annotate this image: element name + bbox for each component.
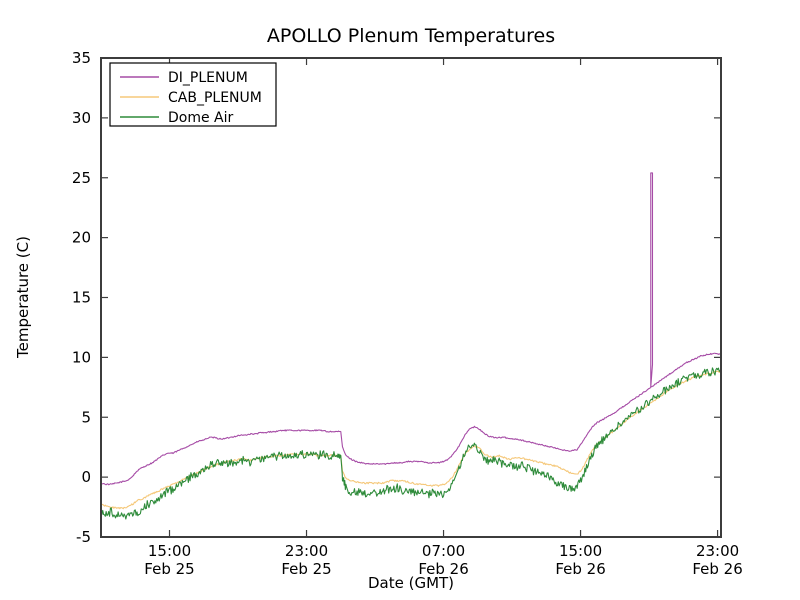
- series-layer: [100, 172, 722, 520]
- y-tick-label: 30: [72, 109, 91, 127]
- series-line-dome-air: [100, 367, 722, 520]
- y-tick-label: 25: [72, 169, 91, 187]
- x-axis-title: Date (GMT): [368, 574, 454, 592]
- x-tick-label-time: 23:00: [285, 542, 328, 560]
- y-tick-label: 10: [72, 348, 91, 366]
- y-axis-title: Temperature (C): [14, 236, 32, 359]
- x-tick-label-time: 15:00: [148, 542, 191, 560]
- x-tick-label-date: Feb 25: [281, 560, 331, 578]
- legend-label-dome-air: Dome Air: [168, 110, 234, 126]
- x-tick-label-time: 23:00: [696, 542, 739, 560]
- x-tick-label-date: Feb 26: [692, 560, 742, 578]
- series-line-di-plenum: [100, 172, 722, 486]
- y-tick-label: 20: [72, 229, 91, 247]
- x-tick-label-date: Feb 25: [144, 560, 194, 578]
- y-tick-label: 0: [81, 468, 91, 486]
- x-axis-ticks: [168, 58, 719, 537]
- legend-background: [109, 62, 277, 127]
- y-tick-label: -5: [76, 528, 91, 546]
- y-tick-label: 5: [81, 408, 91, 426]
- chart-legend: DI_PLENUM CAB_PLENUM Dome Air: [109, 62, 277, 127]
- y-tick-label: 35: [72, 49, 91, 67]
- y-axis-tick-labels: -5 0 5 10 15 20 25 30 35: [72, 49, 91, 546]
- x-tick-label-date: Feb 26: [555, 560, 605, 578]
- x-tick-label-time: 07:00: [422, 542, 465, 560]
- legend-label-di-plenum: DI_PLENUM: [168, 70, 248, 86]
- x-tick-label-date: Feb 26: [418, 560, 468, 578]
- plot-area-background: [101, 58, 721, 537]
- chart-title: APOLLO Plenum Temperatures: [267, 25, 555, 47]
- x-tick-label-time: 15:00: [559, 542, 602, 560]
- y-tick-label: 15: [72, 289, 91, 307]
- legend-label-cab-plenum: CAB_PLENUM: [168, 90, 262, 106]
